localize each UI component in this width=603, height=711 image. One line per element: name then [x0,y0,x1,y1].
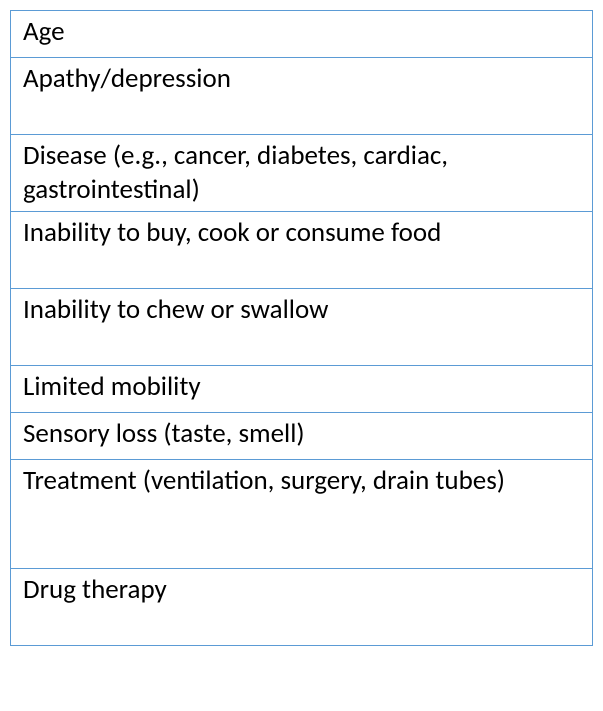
table-row: Inability to chew or swallow [11,289,593,366]
table-row: Inability to buy, cook or consume food [11,212,593,289]
table-row: Apathy/depression [11,58,593,135]
table-row: Limited mobility [11,366,593,413]
table-cell: Drug therapy [11,569,593,646]
table-cell: Apathy/depression [11,58,593,135]
table-cell: Inability to buy, cook or consume food [11,212,593,289]
table-cell: Limited mobility [11,366,593,413]
table-row: Drug therapy [11,569,593,646]
table-cell: Treatment (ventilation, surgery, drain t… [11,460,593,569]
table-cell: Sensory loss (taste, smell) [11,413,593,460]
simple-table: Age Apathy/depression Disease (e.g., can… [10,10,593,646]
table-row: Sensory loss (taste, smell) [11,413,593,460]
table-row: Disease (e.g., cancer, diabetes, cardiac… [11,135,593,212]
table-body: Age Apathy/depression Disease (e.g., can… [11,11,593,646]
table-cell: Disease (e.g., cancer, diabetes, cardiac… [11,135,593,212]
table-row: Treatment (ventilation, surgery, drain t… [11,460,593,569]
table-container: Age Apathy/depression Disease (e.g., can… [0,0,603,656]
table-cell: Inability to chew or swallow [11,289,593,366]
table-row: Age [11,11,593,58]
table-cell: Age [11,11,593,58]
